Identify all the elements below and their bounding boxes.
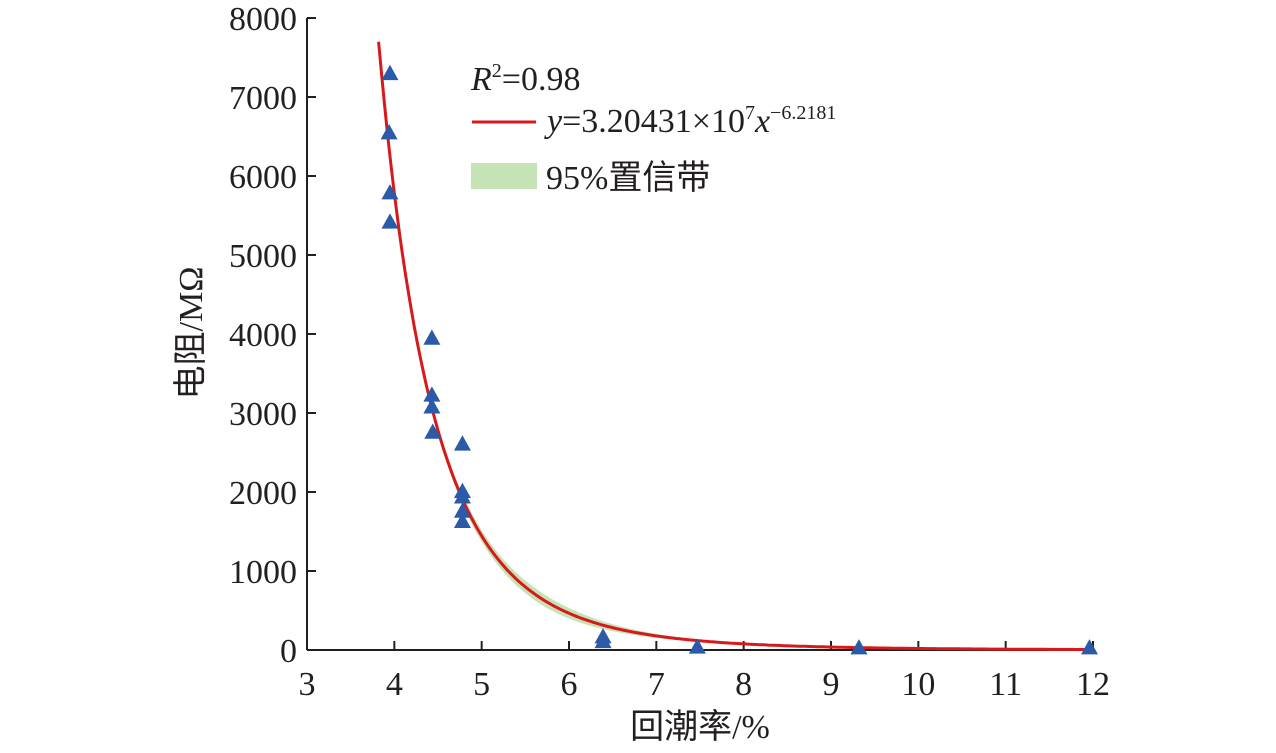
data-point <box>424 423 442 439</box>
data-point <box>423 398 441 414</box>
data-point <box>453 488 471 504</box>
y-tick-label: 7000 <box>229 80 297 117</box>
x-tick-label: 8 <box>735 666 752 703</box>
y-tick-label: 8000 <box>229 1 297 38</box>
confidence-band-layer <box>398 224 762 646</box>
x-tick-label: 7 <box>648 666 665 703</box>
x-tick-label: 9 <box>823 666 840 703</box>
data-point <box>381 64 399 81</box>
x-tick-label: 3 <box>299 666 316 703</box>
y-tick-label: 5000 <box>229 238 297 275</box>
x-tick-label: 5 <box>473 666 490 703</box>
legend-fit-label: y=3.20431×107x−6.2181 <box>544 102 836 140</box>
data-points <box>380 64 1099 655</box>
data-point <box>594 632 612 649</box>
legend-r2: R2=0.98 <box>470 60 580 98</box>
legend-band-label: 95%置信带 <box>546 159 710 197</box>
y-tick-label: 6000 <box>229 159 297 196</box>
data-point <box>453 512 471 529</box>
x-tick-label: 11 <box>989 666 1022 703</box>
data-point <box>423 329 441 345</box>
fit-curve-layer <box>377 41 1093 651</box>
data-point <box>380 124 398 140</box>
x-tick-label: 6 <box>561 666 578 703</box>
legend: R2=0.98 y=3.20431×107x−6.2181 95%置信带 <box>470 60 836 197</box>
data-point <box>453 435 471 451</box>
x-axis-title: 回潮率/% <box>630 708 770 746</box>
data-point <box>1081 639 1099 655</box>
y-ticks: 0 1000 2000 3000 4000 5000 6000 7000 8000 <box>229 1 316 670</box>
y-tick-label: 4000 <box>229 317 297 354</box>
y-tick-label: 0 <box>280 633 297 670</box>
x-ticks: 3 4 5 6 7 8 9 10 11 12 <box>299 641 1110 703</box>
x-tick-label: 10 <box>901 666 935 703</box>
data-point <box>850 639 868 655</box>
data-point <box>381 213 399 229</box>
data-point <box>423 386 441 402</box>
confidence-band <box>398 224 762 646</box>
y-tick-label: 3000 <box>229 396 297 433</box>
x-tick-label: 12 <box>1076 666 1110 703</box>
y-tick-label: 1000 <box>229 554 297 591</box>
x-tick-label: 4 <box>386 666 403 703</box>
data-point <box>381 184 399 200</box>
data-point <box>453 502 471 518</box>
legend-band-swatch <box>471 163 537 189</box>
data-point <box>688 638 706 654</box>
y-tick-label: 2000 <box>229 475 297 512</box>
fit-curve <box>377 41 1093 651</box>
y-axis-title: 电阻/MΩ <box>172 267 210 400</box>
